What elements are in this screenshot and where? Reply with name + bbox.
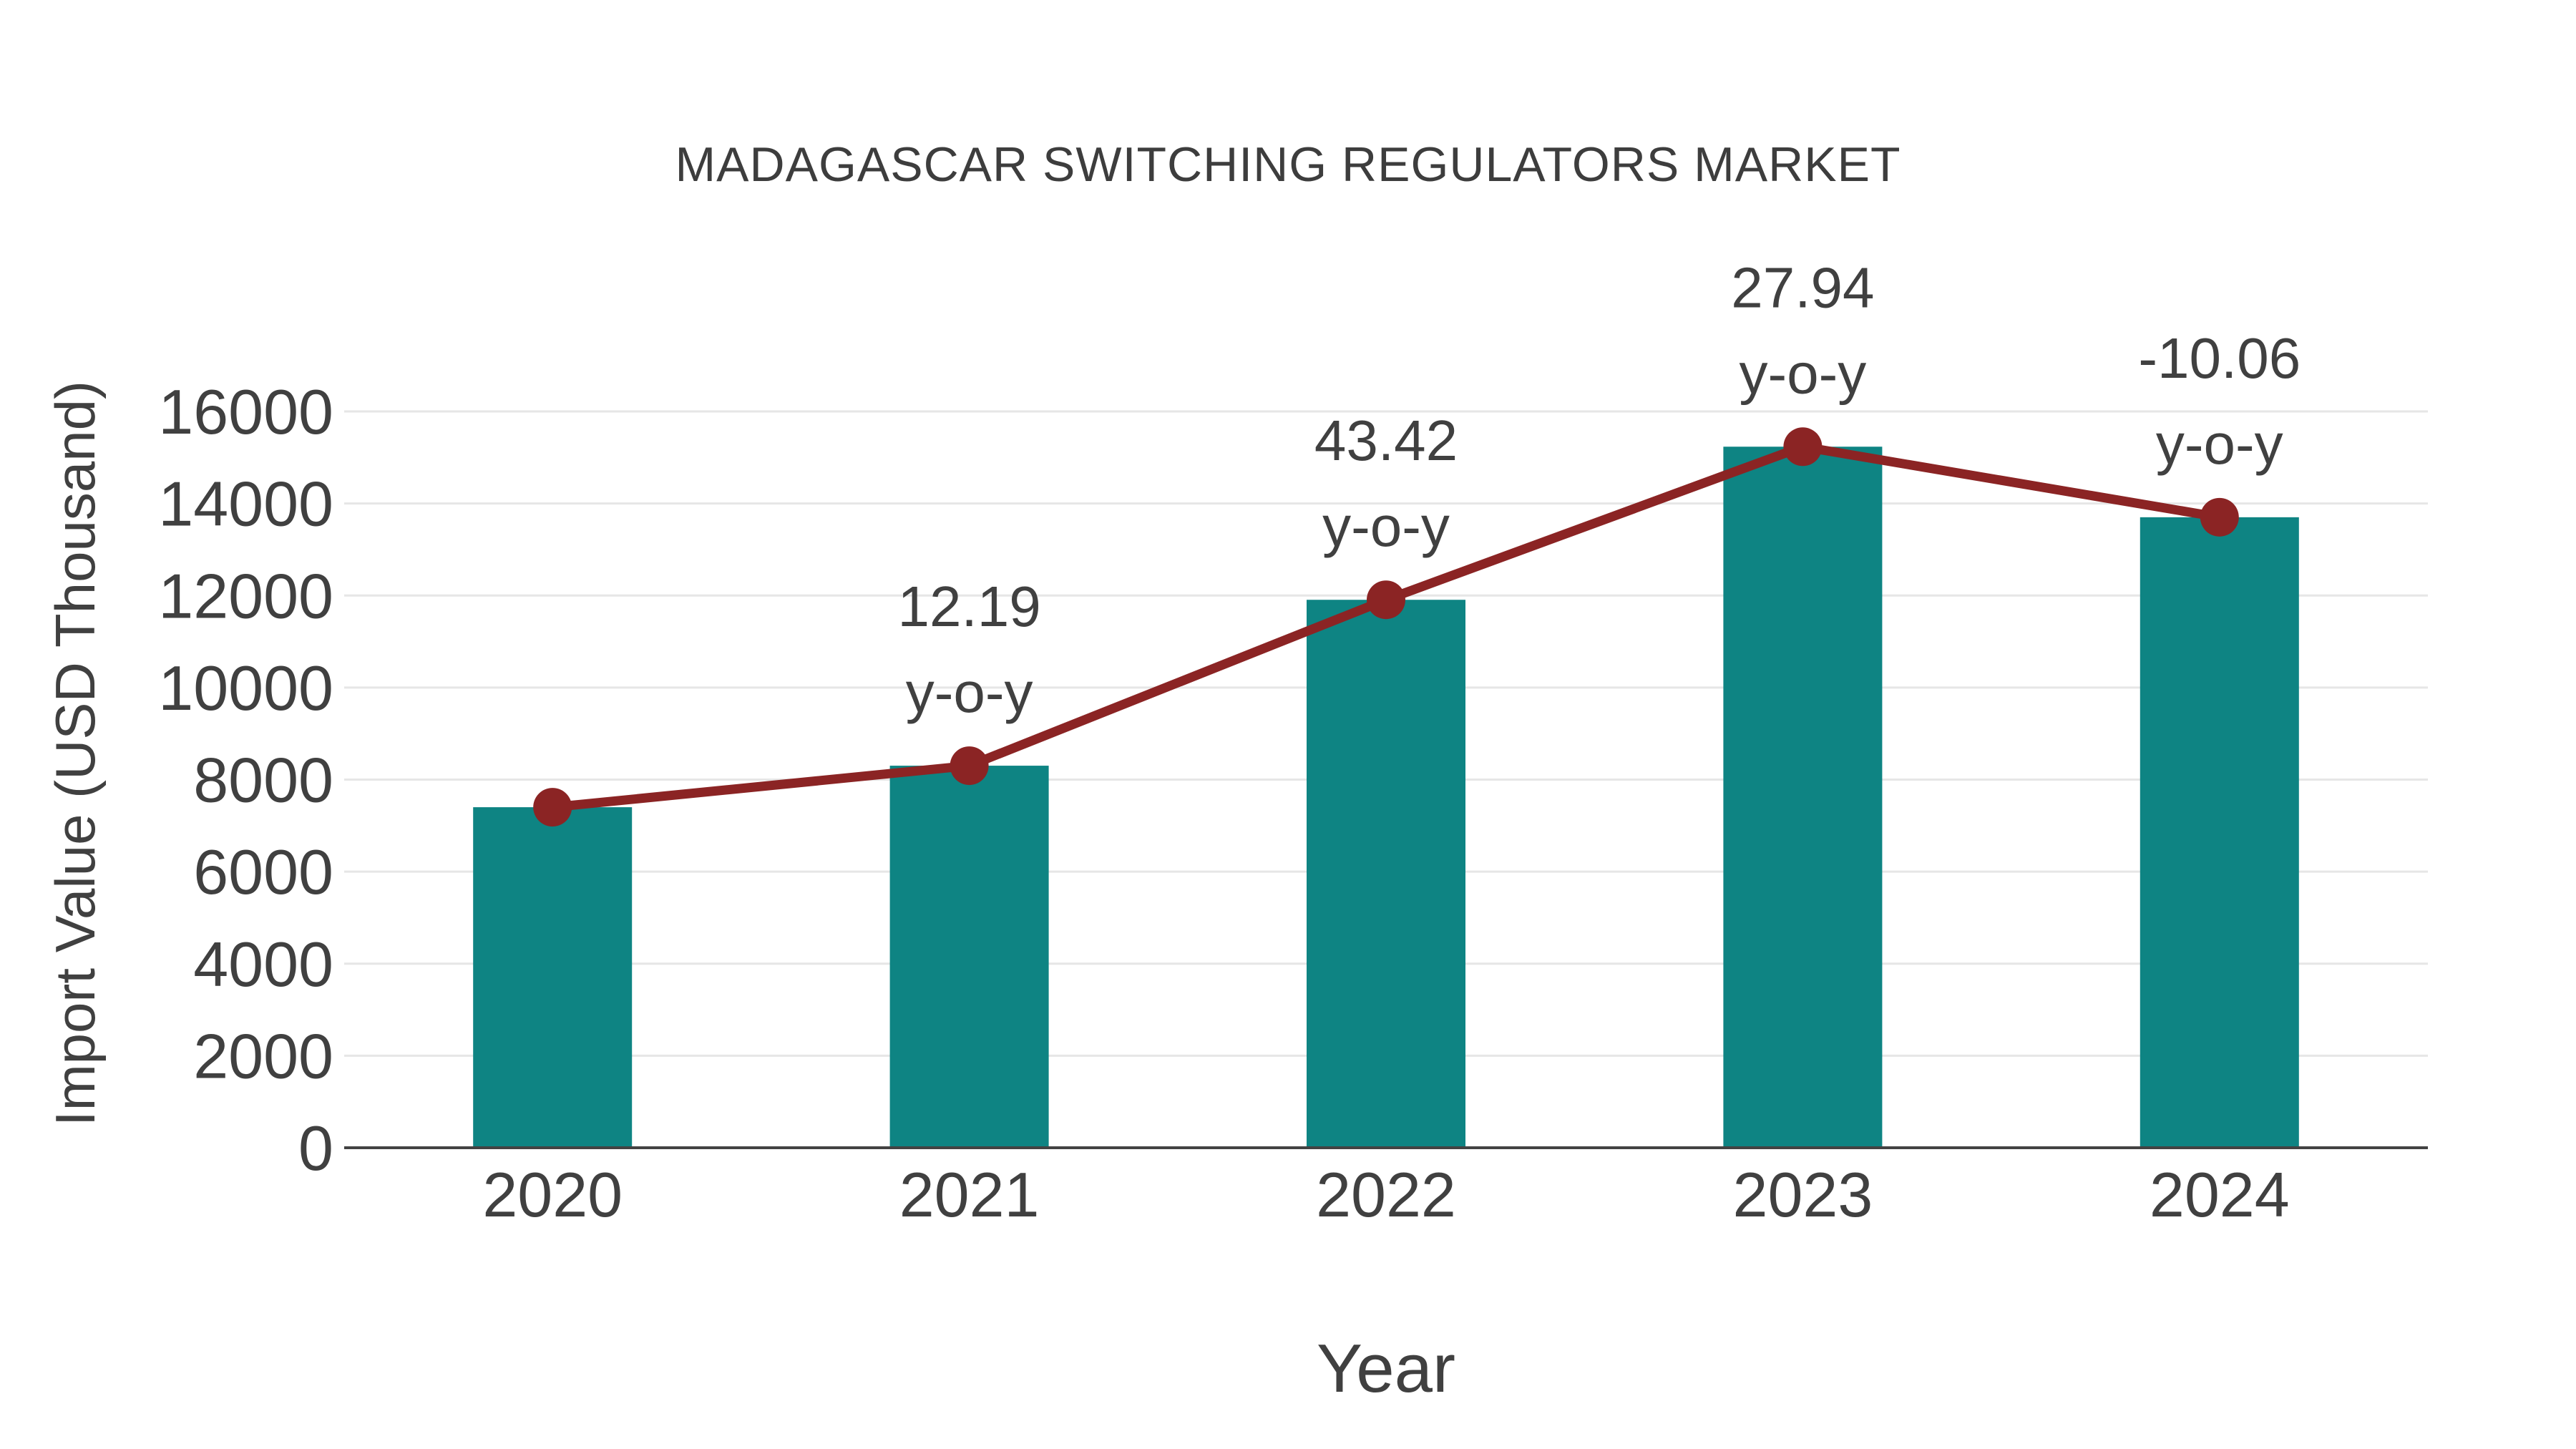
y-tick-label-14000: 14000 <box>158 469 333 540</box>
y-tick-label-0: 0 <box>298 1113 333 1184</box>
chart-title: MADAGASCAR SWITCHING REGULATORS MARKET <box>675 137 1901 192</box>
annotation-suffix-2024: y-o-y <box>2156 412 2283 476</box>
y-tick-label-8000: 8000 <box>193 745 333 816</box>
annotation-suffix-2022: y-o-y <box>1322 494 1450 558</box>
x-axis-title: Year <box>1317 1330 1455 1407</box>
y-tick-label-6000: 6000 <box>193 836 333 907</box>
bar-2022 <box>1307 600 1465 1148</box>
bar-2023 <box>1723 447 1883 1148</box>
y-tick-label-10000: 10000 <box>158 653 333 723</box>
bar-2020 <box>473 807 633 1148</box>
annotation-suffix-2021: y-o-y <box>906 660 1033 724</box>
x-tick-label-2022: 2022 <box>1316 1159 1456 1230</box>
bar-2021 <box>889 766 1049 1148</box>
annotation-value-2021: 12.19 <box>897 575 1040 638</box>
x-tick-label-2020: 2020 <box>482 1159 623 1230</box>
marker-2023 <box>1783 427 1823 467</box>
y-tick-label-12000: 12000 <box>158 560 333 631</box>
annotation-value-2024: -10.06 <box>2138 326 2301 390</box>
marker-2020 <box>533 788 572 827</box>
y-tick-label-4000: 4000 <box>193 929 333 1000</box>
x-tick-label-2024: 2024 <box>2150 1159 2290 1230</box>
bar-2024 <box>2140 517 2299 1148</box>
marker-2024 <box>2200 497 2239 537</box>
annotation-value-2023: 27.94 <box>1731 255 1874 319</box>
x-tick-label-2023: 2023 <box>1733 1159 1873 1230</box>
annotation-value-2022: 43.42 <box>1314 409 1458 472</box>
x-tick-label-2021: 2021 <box>899 1159 1040 1230</box>
y-tick-label-2000: 2000 <box>193 1020 333 1091</box>
marker-2021 <box>950 746 989 786</box>
y-tick-label-16000: 16000 <box>158 376 333 447</box>
marker-2022 <box>1367 580 1405 620</box>
annotation-suffix-2023: y-o-y <box>1740 341 1867 405</box>
